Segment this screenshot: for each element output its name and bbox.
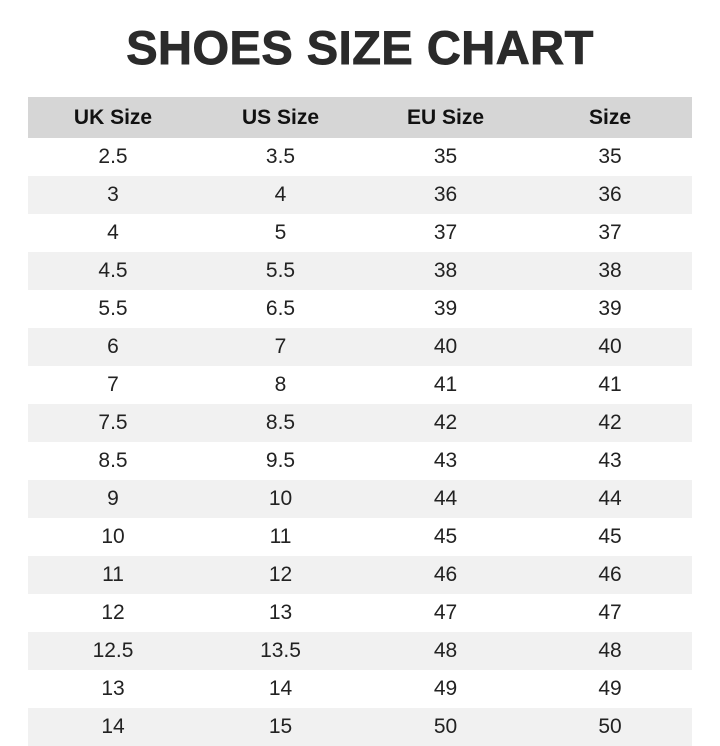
- page-title: SHOES SIZE CHART: [126, 21, 594, 74]
- table-cell: 12.5: [92, 639, 134, 662]
- table-cell: 2.5: [98, 145, 128, 168]
- table-cell: 3: [107, 183, 119, 206]
- table-cell: 46: [598, 563, 622, 586]
- column-header-size: Size: [588, 105, 632, 129]
- table-cell: 9.5: [265, 449, 296, 472]
- table-row: 13 14 49 49: [28, 670, 692, 708]
- table-cell: 35: [433, 145, 458, 168]
- table-cell: 9: [107, 487, 119, 510]
- table-body: 2.5 3.5 35 35 3 4 36 36 4 5 37 37 4.5 5.5 38 38 5.5 6.5 39…: [28, 138, 692, 746]
- table-cell: 15: [268, 715, 293, 738]
- table-row: 14 15 50 50: [28, 708, 692, 746]
- table-cell: 4: [274, 183, 287, 206]
- table-cell: 12: [268, 563, 293, 586]
- column-header-eu-size: EU Size: [406, 105, 485, 129]
- table-cell: 48: [598, 639, 622, 662]
- table-cell: 5.5: [98, 297, 128, 320]
- table-cell: 4.5: [98, 259, 128, 282]
- table-row: 7 8 41 41: [28, 366, 692, 404]
- table-cell: 44: [598, 487, 622, 510]
- table-row: 8.5 9.5 43 43: [28, 442, 692, 480]
- shoes-size-chart-page: SHOES SIZE CHART UK Size US Size EU Size…: [28, 21, 692, 746]
- table-cell: 43: [433, 449, 458, 472]
- table-cell: 50: [598, 715, 622, 738]
- table-cell: 38: [433, 259, 458, 282]
- table-row: 12 13 47 47: [28, 594, 692, 632]
- table-cell: 37: [598, 221, 622, 244]
- table-cell: 48: [433, 639, 458, 662]
- table-cell: 44: [433, 487, 458, 510]
- table-cell: 4: [107, 221, 119, 244]
- table-cell: 46: [433, 563, 458, 586]
- table-cell: 47: [433, 601, 458, 624]
- table-cell: 13: [268, 601, 293, 624]
- table-cell: 5: [274, 221, 287, 244]
- table-cell: 39: [433, 297, 458, 320]
- table-cell: 13: [101, 677, 125, 700]
- table-cell: 35: [598, 145, 622, 168]
- table-cell: 40: [433, 335, 458, 358]
- table-row: 5.5 6.5 39 39: [28, 290, 692, 328]
- table-cell: 10: [101, 525, 125, 548]
- table-cell: 13.5: [260, 639, 301, 662]
- table-header-row: UK Size US Size EU Size Size: [28, 97, 692, 138]
- table-cell: 7: [107, 373, 119, 396]
- table-cell: 45: [598, 525, 622, 548]
- table-cell: 49: [433, 677, 458, 700]
- table-row: 2.5 3.5 35 35: [28, 138, 692, 176]
- table-cell: 6.5: [265, 297, 296, 320]
- table-row: 12.5 13.5 48 48: [28, 632, 692, 670]
- table-cell: 11: [102, 563, 124, 586]
- table-row: 6 7 40 40: [28, 328, 692, 366]
- table-cell: 14: [268, 677, 293, 700]
- table-cell: 49: [598, 677, 622, 700]
- table-cell: 42: [598, 411, 622, 434]
- table-cell: 6: [107, 335, 119, 358]
- table-cell: 45: [433, 525, 458, 548]
- table-cell: 41: [598, 373, 622, 396]
- table-cell: 5.5: [265, 259, 296, 282]
- table-row: 11 12 46 46: [28, 556, 692, 594]
- table-row: 4.5 5.5 38 38: [28, 252, 692, 290]
- table-cell: 12: [101, 601, 125, 624]
- table-cell: 37: [433, 221, 458, 244]
- table-cell: 39: [598, 297, 622, 320]
- table-cell: 8: [274, 373, 287, 396]
- table-cell: 38: [598, 259, 622, 282]
- table-cell: 3.5: [265, 145, 296, 168]
- size-chart-table: UK Size US Size EU Size Size 2.5 3.5 35 35 3…: [28, 97, 692, 746]
- table-cell: 41: [433, 373, 458, 396]
- table-row: 10 11 45 45: [28, 518, 692, 556]
- table-row: 3 4 36 36: [28, 176, 692, 214]
- table-cell: 36: [598, 183, 622, 206]
- table-cell: 8.5: [98, 449, 128, 472]
- table-header: UK Size US Size EU Size Size: [28, 97, 692, 138]
- table-cell: 10: [268, 487, 293, 510]
- table-cell: 43: [598, 449, 622, 472]
- table-cell: 11: [269, 525, 292, 548]
- table-cell: 47: [598, 601, 622, 624]
- table-row: 7.5 8.5 42 42: [28, 404, 692, 442]
- table-cell: 8.5: [265, 411, 296, 434]
- table-cell: 36: [433, 183, 458, 206]
- table-row: 9 10 44 44: [28, 480, 692, 518]
- table-row: 4 5 37 37: [28, 214, 692, 252]
- table-cell: 7: [274, 335, 287, 358]
- table-cell: 40: [598, 335, 622, 358]
- table-cell: 7.5: [98, 411, 128, 434]
- column-header-uk-size: UK Size: [73, 105, 153, 129]
- table-cell: 50: [433, 715, 458, 738]
- table-cell: 14: [101, 715, 125, 738]
- column-header-us-size: US Size: [241, 105, 320, 129]
- table-cell: 42: [433, 411, 458, 434]
